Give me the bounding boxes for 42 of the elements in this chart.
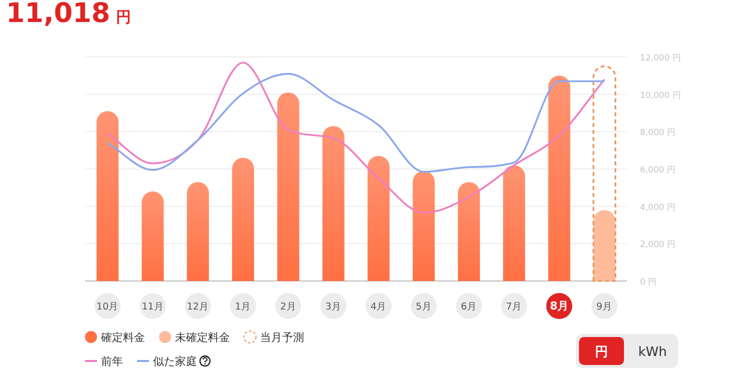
bar	[277, 92, 300, 281]
x-tick-label: 2月	[280, 302, 296, 312]
x-tick-label: 11月	[142, 302, 164, 312]
x-tick-label: 7月	[506, 302, 522, 312]
bar	[96, 111, 119, 281]
bar	[412, 170, 435, 281]
x-tick-label: 3月	[325, 302, 342, 312]
line-series	[106, 72, 606, 173]
legend-label: 当月予測	[260, 331, 304, 344]
bar	[322, 126, 344, 281]
chart-title: 11,018 円	[6, 0, 132, 29]
x-tick-label: 4月	[370, 302, 387, 312]
x-tick-label: 6月	[460, 302, 477, 312]
bar	[368, 156, 390, 281]
text: 円	[595, 345, 608, 360]
x-tick-label: 9月	[596, 302, 612, 312]
bar	[186, 182, 209, 281]
text: kWh	[638, 345, 667, 360]
legend-label: 似た家庭	[153, 355, 197, 368]
y-tick-label: 10,000 円	[640, 90, 682, 101]
bar	[592, 66, 616, 282]
x-tick-label: 8月	[550, 300, 569, 312]
bar	[458, 182, 480, 281]
y-tick-label: 4,000 円	[640, 202, 676, 213]
y-tick-label: 0 円	[640, 278, 658, 288]
legend-label: 確定料金	[100, 331, 145, 344]
bar	[593, 210, 616, 281]
bar	[548, 76, 570, 281]
y-tick-label: 8,000 円	[640, 128, 676, 138]
bar	[142, 191, 164, 281]
x-tick-label: 1月	[235, 302, 252, 312]
y-tick-label: 12,000 円	[640, 54, 682, 64]
bar	[232, 158, 254, 281]
y-tick-label: 2,000 円	[640, 240, 676, 250]
line-series	[106, 62, 606, 214]
x-tick-label: 5月	[416, 302, 432, 312]
legend-label: 未確定料金	[175, 331, 230, 344]
legend-label: 前年	[101, 355, 123, 368]
x-tick-label: 10月	[96, 302, 119, 312]
y-tick-label: 6,000 円	[640, 166, 676, 176]
bar	[503, 165, 526, 281]
x-tick-label: 12月	[186, 302, 209, 312]
